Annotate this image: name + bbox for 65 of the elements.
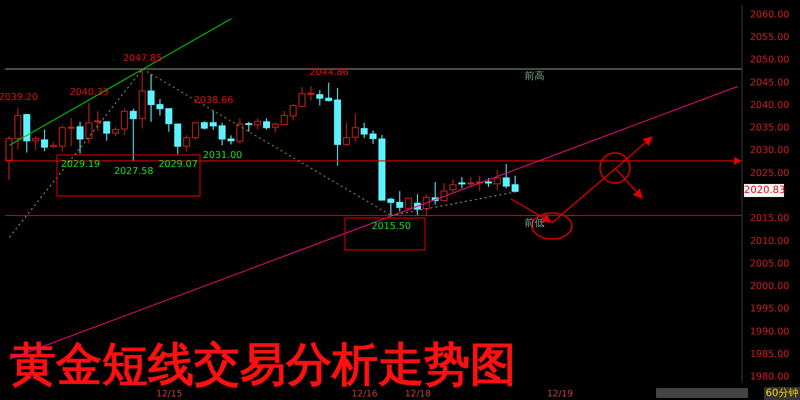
y-tick-label: 2035.00 [750, 122, 790, 134]
candlestick [183, 134, 190, 152]
candlestick [236, 118, 244, 144]
candlestick [494, 169, 501, 191]
y-tick-label: 1980.00 [750, 372, 790, 383]
candlestick [458, 176, 466, 189]
candlestick [130, 108, 137, 162]
candlestick [352, 112, 359, 143]
candlestick [298, 86, 306, 108]
candlestick [440, 182, 448, 202]
candlestick [272, 122, 279, 134]
candlestick [263, 118, 270, 130]
x-tick-label: 12/15 [156, 389, 182, 400]
annotation: 2031.00 [202, 150, 242, 162]
annotation: 2027.58 [114, 166, 154, 177]
candlestick [245, 121, 252, 132]
y-tick-label: 2005.00 [750, 258, 790, 270]
y-tick-label: 2055.00 [750, 32, 790, 44]
annotation: 2029.07 [158, 159, 198, 170]
candlestick [94, 110, 102, 132]
candlestick [254, 118, 262, 130]
candlestick [227, 134, 234, 145]
annotation: 2038.66 [193, 94, 234, 106]
candlestick [32, 136, 40, 151]
annotation: 2029.19 [60, 158, 102, 170]
candlestick [449, 178, 456, 192]
candlestick [192, 121, 199, 140]
candlestick [76, 121, 84, 154]
y-tick-label: 1990.00 [750, 326, 790, 338]
candlestick [14, 108, 22, 150]
candlestick [103, 120, 110, 142]
annotation: 2015.50 [370, 220, 412, 232]
y-tick-label: 2025.00 [750, 168, 790, 179]
y-tick-label: 1985.00 [750, 348, 790, 360]
y-tick-label: 2045.00 [750, 77, 790, 88]
candlestick [467, 176, 474, 188]
candlestick [307, 86, 314, 102]
candlestick [360, 122, 368, 139]
candlestick [218, 122, 226, 146]
text: 60分钟 [764, 387, 800, 400]
candlestick [6, 136, 12, 180]
y-tick-label: 2060.00 [750, 9, 790, 20]
ref-line-label: 前高 [524, 71, 545, 84]
y-tick-label: 2010.00 [750, 236, 790, 247]
y-tick-label: 2015.00 [750, 213, 790, 224]
candlestick [148, 74, 155, 122]
y-tick-label: 2040.00 [750, 100, 790, 111]
annotation: 2044.86 [308, 66, 350, 78]
candlestick [41, 128, 48, 152]
annotation: 2047.85 [122, 53, 164, 64]
candlestick [484, 177, 492, 188]
x-tick-label: 12/18 [404, 389, 432, 400]
x-tick-label: 12/19 [547, 389, 574, 400]
y-tick-label: 1995.00 [750, 304, 790, 315]
y-tick-label: 2000.00 [750, 281, 790, 292]
candlestick [342, 122, 350, 146]
x-tick-label: 12/16 [352, 389, 378, 400]
y-tick-label: 2030.00 [750, 145, 790, 156]
candlestick [156, 98, 164, 116]
text: 黄金短线交易分析走势图 [10, 336, 516, 391]
y-tick-label: 2050.00 [750, 54, 790, 66]
candlestick [112, 126, 120, 137]
candlestick [120, 108, 128, 136]
candlestick [85, 102, 92, 144]
candlestick [370, 130, 377, 144]
